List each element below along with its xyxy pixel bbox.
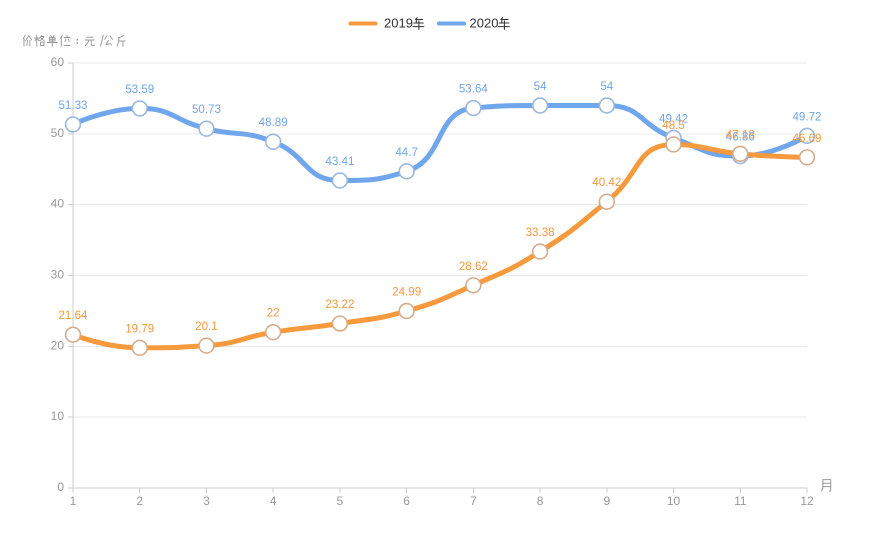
svg-text:2019: 2019: [384, 16, 413, 31]
svg-text:3: 3: [203, 494, 210, 508]
svg-text:53.59: 53.59: [125, 83, 154, 96]
svg-text:46.69: 46.69: [792, 132, 821, 145]
svg-text:53.64: 53.64: [459, 83, 489, 96]
svg-text:0: 0: [57, 480, 64, 494]
svg-text:12: 12: [800, 494, 814, 508]
svg-text:20.1: 20.1: [195, 320, 218, 333]
svg-text:7: 7: [470, 494, 477, 508]
svg-text:49.42: 49.42: [659, 112, 688, 125]
svg-text:60: 60: [51, 55, 65, 69]
svg-text:49.72: 49.72: [792, 110, 821, 123]
svg-text:28.62: 28.62: [459, 260, 488, 273]
svg-text:2: 2: [136, 494, 143, 508]
svg-text:50.73: 50.73: [192, 103, 221, 116]
svg-text:6: 6: [403, 494, 410, 508]
svg-text:21.64: 21.64: [58, 309, 88, 322]
svg-text:5: 5: [337, 494, 344, 508]
svg-text:11: 11: [734, 494, 747, 508]
svg-text:10: 10: [51, 409, 65, 423]
svg-text:20: 20: [51, 338, 65, 352]
svg-text:48.89: 48.89: [259, 116, 288, 129]
svg-text:9: 9: [603, 494, 610, 508]
svg-text:24.99: 24.99: [392, 285, 421, 298]
svg-text:22: 22: [267, 307, 280, 320]
svg-text:40.42: 40.42: [592, 176, 621, 189]
svg-text:1: 1: [70, 494, 77, 508]
svg-text:19.79: 19.79: [125, 322, 154, 335]
svg-text:33.38: 33.38: [526, 226, 555, 239]
svg-text:47.18: 47.18: [726, 128, 755, 141]
svg-text:44.7: 44.7: [395, 146, 418, 159]
svg-text:10: 10: [667, 494, 681, 508]
svg-text:8: 8: [537, 494, 544, 508]
svg-text:43.41: 43.41: [325, 155, 354, 168]
svg-text:46.86: 46.86: [726, 131, 755, 144]
svg-text:51.33: 51.33: [58, 99, 87, 112]
svg-text:40: 40: [51, 197, 65, 211]
svg-text:50: 50: [51, 126, 65, 140]
svg-text:30: 30: [51, 268, 65, 282]
svg-text:2020: 2020: [470, 16, 499, 31]
svg-text:48.5: 48.5: [662, 119, 685, 132]
svg-text:23.22: 23.22: [325, 298, 354, 311]
svg-text:54: 54: [534, 80, 547, 93]
svg-text:4: 4: [270, 494, 277, 508]
svg-text:54: 54: [600, 80, 613, 93]
